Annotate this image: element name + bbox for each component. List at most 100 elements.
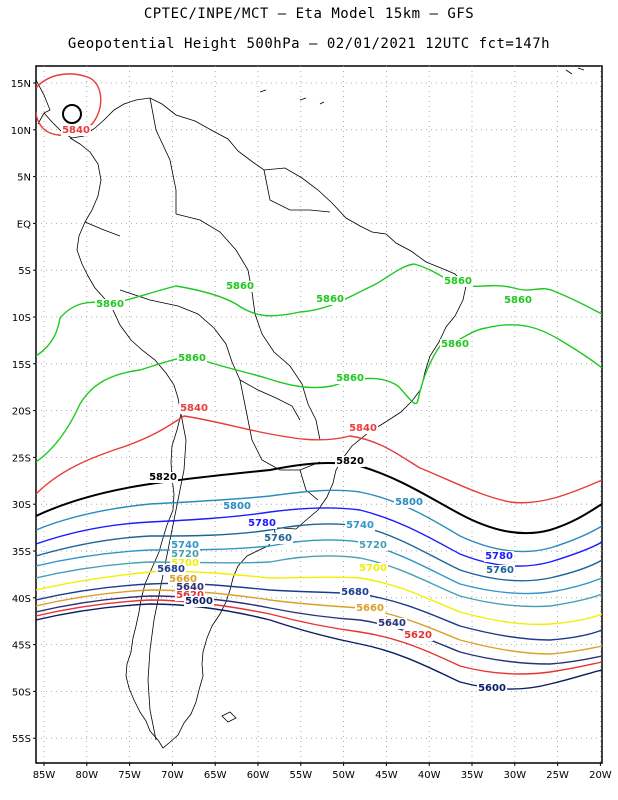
contour-label-5860: 5860 [316,294,344,305]
contour-label-5740: 5740 [171,540,199,551]
contour-label-5760: 5760 [264,533,292,544]
contour-label-bg [263,533,293,544]
contour-label-bg [485,565,515,576]
lon-label: 50W [332,770,355,781]
contour-label-5860: 5860 [444,276,472,287]
lat-label: 15S [12,360,31,371]
contour-label-bg [503,295,533,306]
border-ecuador [84,221,121,237]
lon-label: 65W [204,770,227,781]
caribbean-islands [259,67,585,105]
lon-label: 30W [503,770,526,781]
lat-label: 30S [12,500,31,511]
contour-label-bg [177,353,207,364]
contour-5800 [36,489,602,553]
contour-label-5860: 5860 [336,373,364,384]
lon-label: 55W [289,770,312,781]
border-colombia-venezuela [149,97,177,214]
contour-5640 [36,595,602,665]
contour-5840-center-ring [62,104,82,124]
contour-label-5700: 5700 [171,558,199,569]
contour-5700 [36,570,602,626]
contour-label-5820: 5820 [336,456,364,467]
contour-label-5720: 5720 [171,549,199,560]
contour-label-5860: 5860 [441,339,469,350]
border-peru-bolivia [119,289,241,381]
contour-label-5660: 5660 [356,603,384,614]
contour-label-bg [477,683,507,694]
contour-label-bg [170,540,200,551]
falkland-islands [221,711,237,723]
contour-label-bg [175,590,205,601]
lon-label: 20W [589,770,612,781]
contour-label-bg [170,549,200,560]
border-uruguay [299,469,319,501]
lon-label: 85W [33,770,56,781]
lon-label: 70W [161,770,184,781]
contour-label-bg [335,373,365,384]
contour-5600 [36,603,602,690]
contour-label-5660: 5660 [169,574,197,585]
contour-5720 [36,555,602,608]
lat-label: 5N [17,173,31,184]
contour-label-bg [179,403,209,414]
lon-label: 25W [546,770,569,781]
contour-label-5860: 5860 [504,295,532,306]
lat-label: EQ [17,219,31,230]
contour-label-5640: 5640 [176,582,204,593]
contour-label-bg [175,582,205,593]
contour-label-bg [156,564,186,575]
contour-label-5820: 5820 [149,472,177,483]
contour-label-bg [222,501,252,512]
title-line-1: CPTEC/INPE/MCT – Eta Model 15km – GFS [143,6,475,22]
lon-label: 35W [461,770,484,781]
contour-label-5860: 5860 [178,353,206,364]
contour-label-bg [394,497,424,508]
contour-label-bg [403,630,433,641]
contour-label-5680: 5680 [341,587,369,598]
latitude-labels: 15N 10N 5N EQ 5S 10S 15S 20S 25S 30S 35S 40S 45S 50S 5… [11,79,36,745]
south-america-coastline [43,97,467,749]
lat-label: 35S [12,547,31,558]
lat-label: 45S [12,641,31,652]
central-america-coast [36,79,51,125]
lat-label: 15N [11,79,31,90]
contour-label-5740: 5740 [346,520,374,531]
contour-label-bg [170,558,200,569]
contour-5740 [36,539,602,595]
lat-label: 5S [18,266,31,277]
lat-label: 25S [12,453,31,464]
contour-label-5700: 5700 [359,563,387,574]
contour-label-bg [168,574,198,585]
border-bolivia-paraguay [239,379,301,421]
lon-label: 75W [118,770,141,781]
contour-label-5620: 5620 [404,630,432,641]
contour-label-bg [484,551,514,562]
contour-label-bg [377,618,407,629]
contour-label-bg [348,423,378,434]
border-guianas [263,169,331,213]
lon-label: 40W [418,770,441,781]
lat-label: 40S [12,594,31,605]
map-frame [35,65,603,764]
lon-label: 60W [247,770,270,781]
contour-label-bg [358,540,388,551]
lat-label: 50S [12,687,31,698]
lon-label: 45W [375,770,398,781]
contour-label-5860: 5860 [96,299,124,310]
contour-label-bg [61,125,91,136]
contour-label-bg [95,299,125,310]
contour-label-5780: 5780 [248,518,276,529]
title-line-2: Geopotential Height 500hPa – 02/01/2021 … [67,36,551,52]
contour-label-bg [315,294,345,305]
contour-label-bg [440,339,470,350]
lat-label: 55S [12,734,31,745]
border-brazil-west [175,213,321,441]
contour-label-5780: 5780 [485,551,513,562]
contour-label-5800: 5800 [395,497,423,508]
contour-5620 [36,599,602,675]
contour-5840-north-ring [36,73,102,136]
contour-label-bg [443,276,473,287]
lat-label: 10S [12,313,31,324]
